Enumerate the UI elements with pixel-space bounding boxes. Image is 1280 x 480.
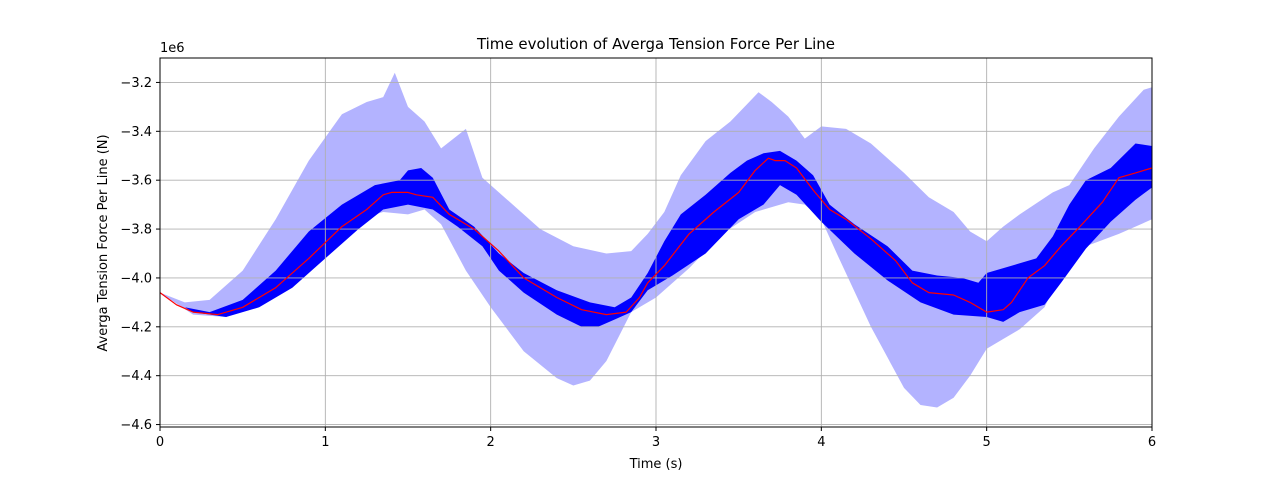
x-tick-label: 4 [817,435,825,450]
grid-lines [159,58,1153,427]
x-tick-label: 2 [487,435,495,450]
x-tick-label: 0 [156,435,164,450]
x-tick-label: 3 [652,435,660,450]
y-tick-label: −4.2 [120,320,152,335]
band-inner-band [160,143,1152,327]
y-tick-label: −3.2 [120,76,152,91]
y-tick-label: −4.4 [120,369,152,384]
y-tick-label: −3.6 [120,174,152,189]
chart-title: Time evolution of Averga Tension Force P… [476,35,835,53]
x-tick-label: 5 [983,435,991,450]
data-lines [159,157,1153,316]
y-axis-ticks: −4.6 −4.4 −4.2 −4.0 −3.8 −3.6 −3.4 −3.2 [120,76,160,433]
x-tick-label: 6 [1148,435,1156,450]
y-tick-label: −3.8 [120,223,152,238]
y-tick-label: −3.4 [120,125,152,140]
x-axis-ticks: 0 1 2 3 4 5 6 [156,427,1156,450]
y-tick-label: −4.0 [120,271,152,286]
y-axis-label: Averga Tension Force Per Line (N) [96,134,111,351]
y-tick-label: −4.6 [120,418,152,433]
y-axis-offset-label: 1e6 [160,41,185,56]
x-axis-label: Time (s) [629,457,683,472]
x-tick-label: 1 [321,435,329,450]
mean-line [159,157,1153,316]
